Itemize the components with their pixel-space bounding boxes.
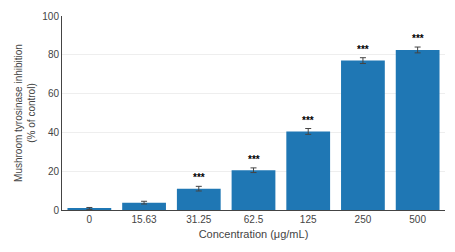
svg-text:62.5: 62.5: [244, 214, 264, 225]
svg-text:40: 40: [48, 127, 60, 138]
svg-text:60: 60: [48, 88, 60, 99]
svg-text:0: 0: [53, 205, 59, 216]
svg-text:***: ***: [357, 44, 369, 55]
svg-text:80: 80: [48, 49, 60, 60]
svg-text:250: 250: [355, 214, 372, 225]
svg-text:500: 500: [409, 214, 426, 225]
svg-text:31.25: 31.25: [186, 214, 211, 225]
svg-text:100: 100: [42, 11, 59, 22]
svg-text:Mushroom tyrosinase inhibition: Mushroom tyrosinase inhibition(% of cont…: [13, 44, 37, 182]
svg-text:***: ***: [248, 154, 260, 165]
svg-text:***: ***: [412, 33, 424, 44]
svg-text:125: 125: [300, 214, 317, 225]
svg-text:Concentration (μg/mL): Concentration (μg/mL): [199, 228, 309, 240]
svg-text:20: 20: [48, 166, 60, 177]
svg-text:15.63: 15.63: [132, 214, 157, 225]
svg-text:***: ***: [302, 115, 314, 126]
svg-text:0: 0: [87, 214, 93, 225]
svg-text:***: ***: [193, 172, 205, 183]
